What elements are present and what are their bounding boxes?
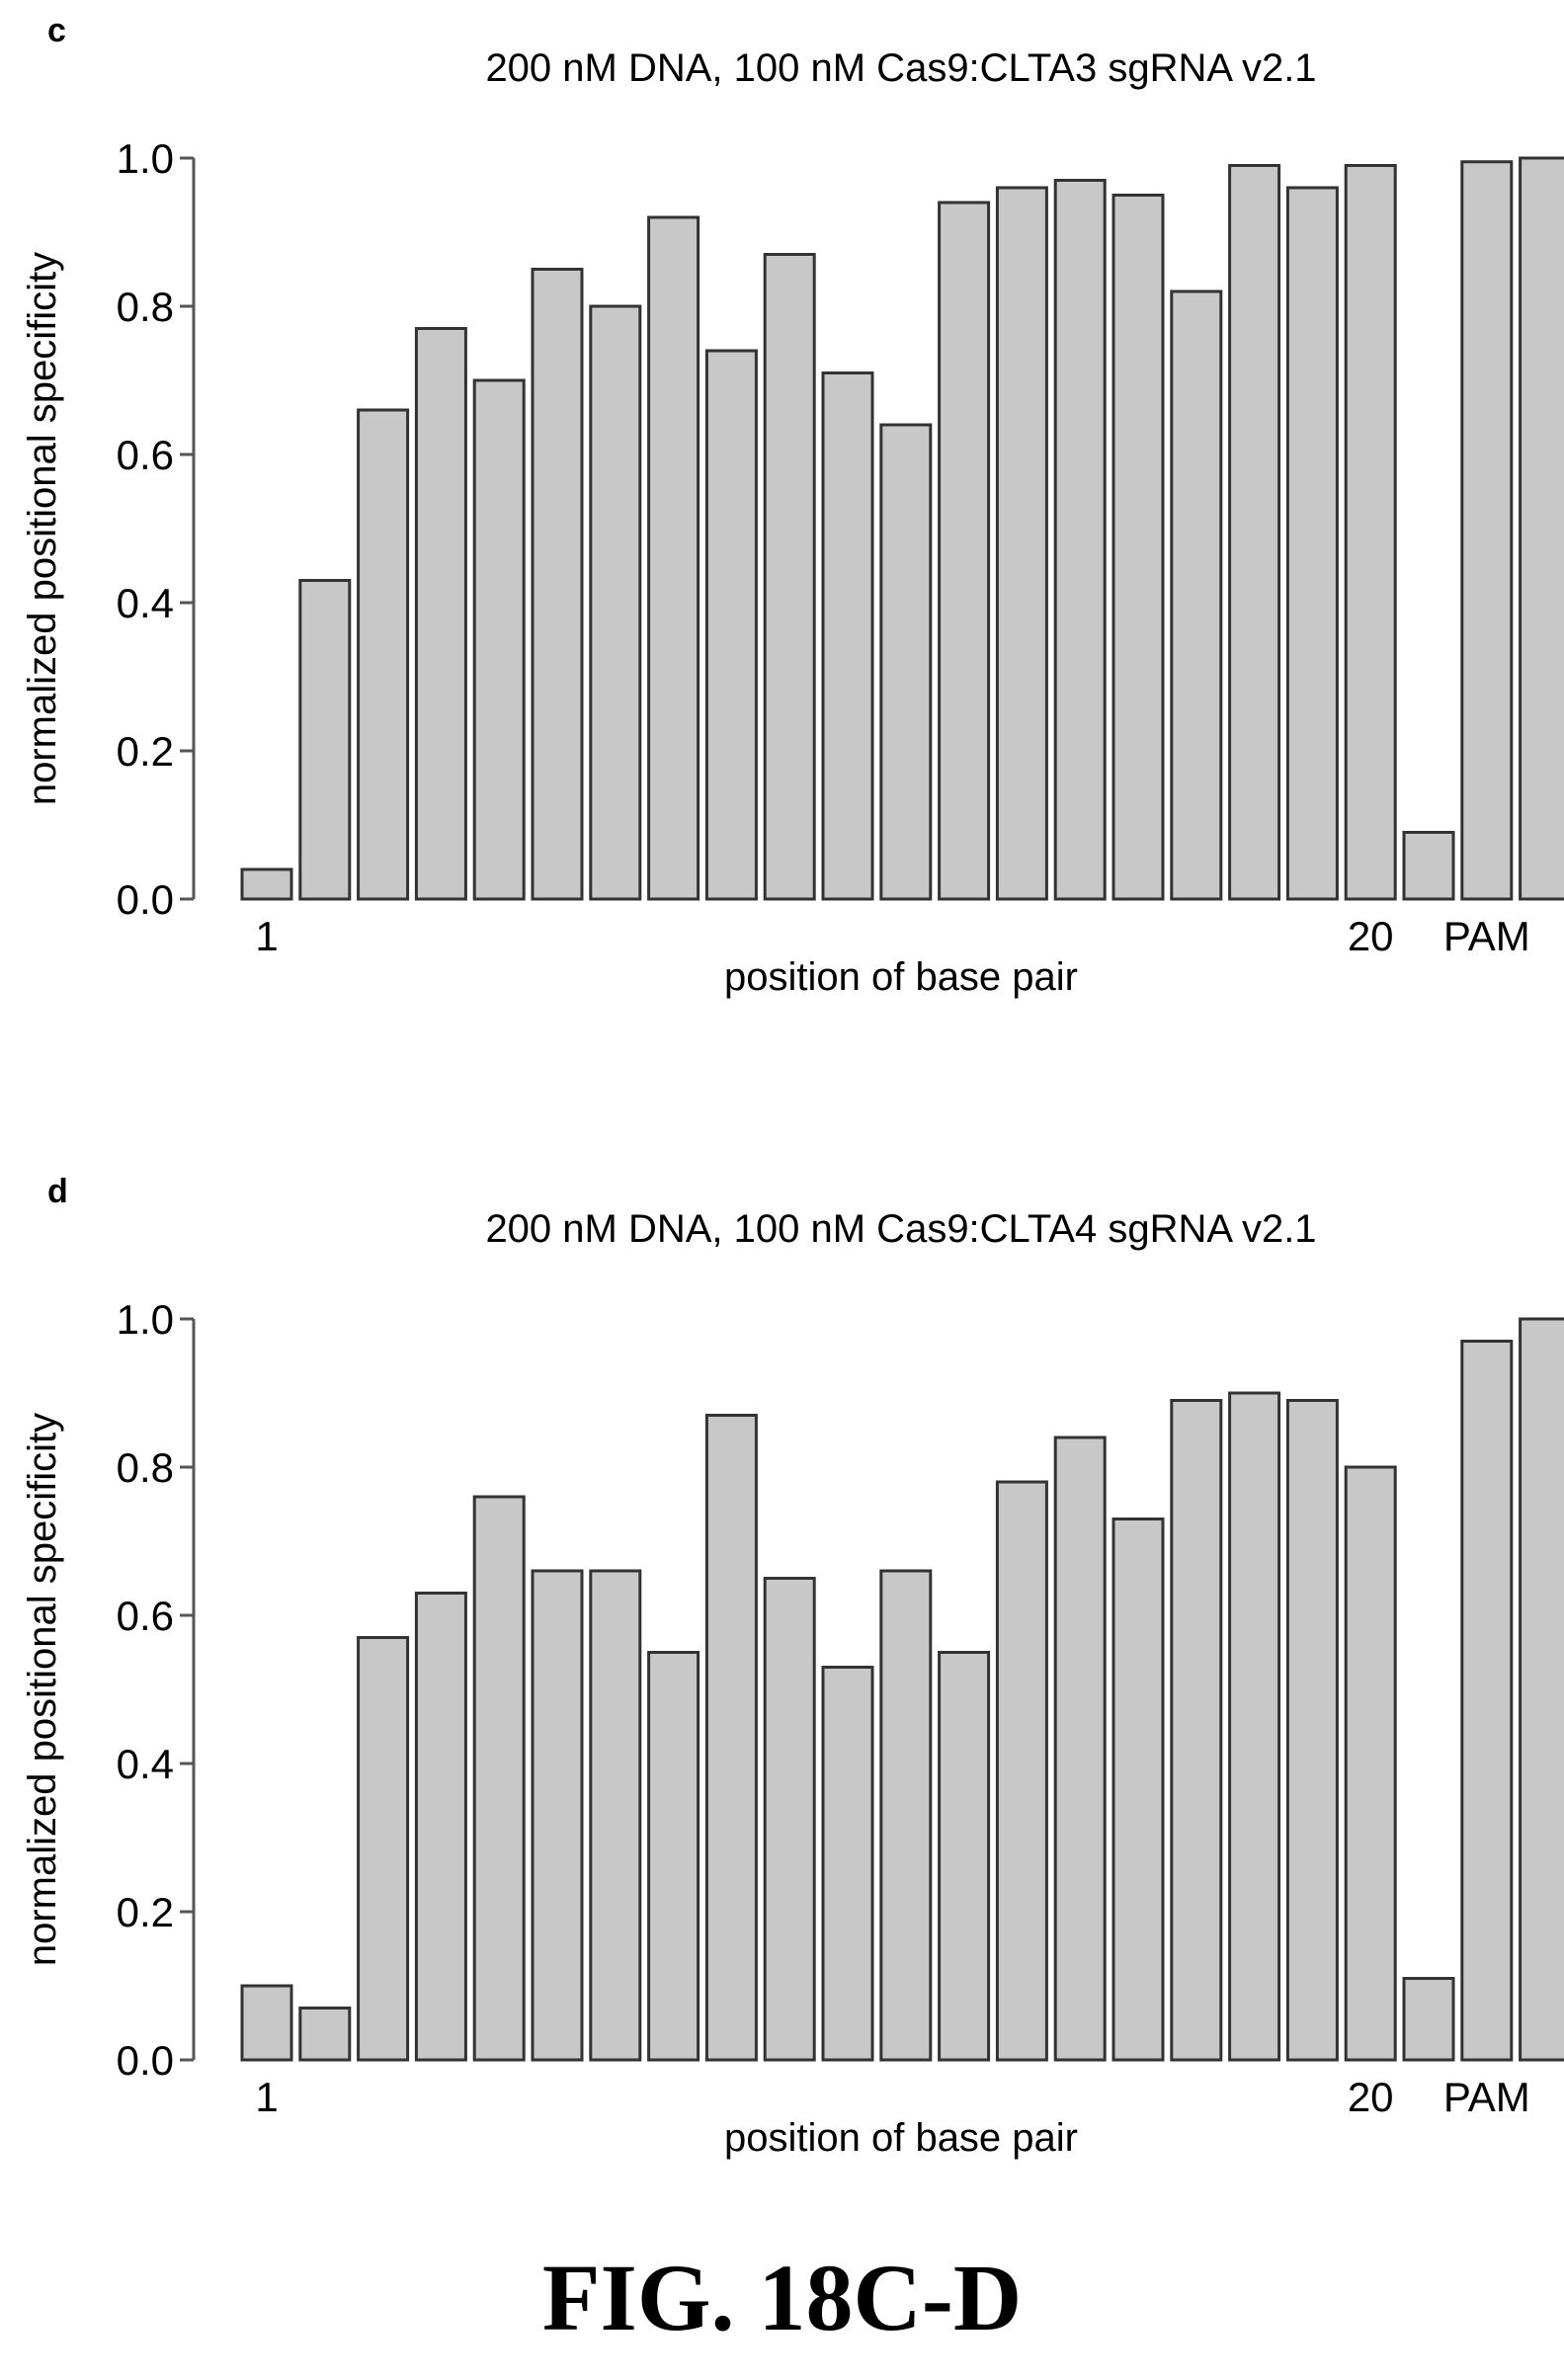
x-tick-label: 20 (1348, 2074, 1394, 2120)
panel-letter: d (47, 1173, 68, 1210)
bar-chart-d: d 200 nM DNA, 100 nM Cas9:CLTA4 sgRNA v2.… (0, 1161, 1564, 2248)
bar (1346, 166, 1395, 900)
bar (1521, 158, 1564, 899)
y-tick-label: 0.0 (117, 876, 174, 923)
bar (1230, 1393, 1279, 2060)
bar (1287, 188, 1337, 899)
bar (533, 270, 582, 900)
bar (1055, 1437, 1105, 2060)
y-tick-label: 1.0 (117, 1296, 174, 1343)
x-axis-label: position of base pair (724, 955, 1078, 999)
bar (940, 1653, 989, 2061)
y-axis-label: normalized positional specificity (21, 252, 64, 805)
bar (997, 1482, 1046, 2060)
chart-title: 200 nM DNA, 100 nM Cas9:CLTA4 sgRNA v2.1 (485, 1207, 1316, 1251)
bar (997, 188, 1046, 899)
bar (1113, 196, 1163, 900)
bar (1404, 833, 1453, 900)
y-tick-label: 0.8 (117, 1444, 174, 1491)
x-tick-label: 1 (255, 913, 278, 959)
bar (416, 1594, 465, 2061)
bar (649, 217, 699, 899)
bar (706, 1416, 756, 2061)
bar (416, 329, 465, 900)
chart-panel-c: c 200 nM DNA, 100 nM Cas9:CLTA3 sgRNA v2.… (0, 0, 1564, 1087)
panel-letter: c (47, 12, 66, 49)
x-tick-label: 1 (255, 2074, 278, 2120)
bar (1113, 1519, 1163, 2061)
x-axis-label: position of base pair (724, 2116, 1078, 2160)
figure-caption: FIG. 18C-D (0, 2243, 1564, 2352)
bar (765, 255, 814, 900)
bar (1462, 1342, 1512, 2061)
x-tick-label: PAM (1443, 2074, 1530, 2120)
bar (649, 1653, 699, 2061)
bar (1172, 1401, 1221, 2061)
bar (1230, 166, 1279, 900)
bar (242, 1986, 291, 2060)
y-tick-label: 0.4 (117, 580, 174, 626)
bar (940, 203, 989, 899)
bar (1055, 181, 1105, 900)
bar (765, 1579, 814, 2061)
bar (823, 1668, 872, 2061)
y-tick-label: 0.6 (117, 432, 174, 478)
bar (533, 1571, 582, 2060)
x-tick-label: 20 (1348, 913, 1394, 959)
x-tick-label: PAM (1443, 913, 1530, 959)
bar (1462, 162, 1512, 899)
bar (474, 1497, 524, 2060)
chart-title: 200 nM DNA, 100 nM Cas9:CLTA3 sgRNA v2.1 (485, 46, 1316, 90)
bar (242, 869, 291, 899)
y-tick-label: 1.0 (117, 135, 174, 182)
bar-chart-c: c 200 nM DNA, 100 nM Cas9:CLTA3 sgRNA v2.… (0, 0, 1564, 1087)
bar (300, 581, 350, 900)
y-tick-label: 0.2 (117, 728, 174, 775)
bar (359, 410, 408, 899)
bar (359, 1638, 408, 2061)
y-axis-label: normalized positional specificity (21, 1413, 64, 1966)
bar (300, 2009, 350, 2061)
bar (1346, 1467, 1395, 2060)
bar (591, 306, 640, 899)
y-tick-label: 0.4 (117, 1741, 174, 1787)
bar (881, 425, 931, 899)
bar (474, 380, 524, 899)
y-tick-label: 0.6 (117, 1593, 174, 1639)
y-tick-label: 0.0 (117, 2037, 174, 2084)
bar (591, 1571, 640, 2060)
y-tick-label: 0.8 (117, 284, 174, 330)
bar (823, 373, 872, 900)
bar (1404, 1979, 1453, 2061)
chart-panel-d: d 200 nM DNA, 100 nM Cas9:CLTA4 sgRNA v2.… (0, 1161, 1564, 2248)
bar (706, 351, 756, 899)
bar (881, 1571, 931, 2060)
y-tick-label: 0.2 (117, 1889, 174, 1935)
bar (1172, 291, 1221, 899)
bar (1521, 1319, 1564, 2060)
bar (1287, 1401, 1337, 2061)
